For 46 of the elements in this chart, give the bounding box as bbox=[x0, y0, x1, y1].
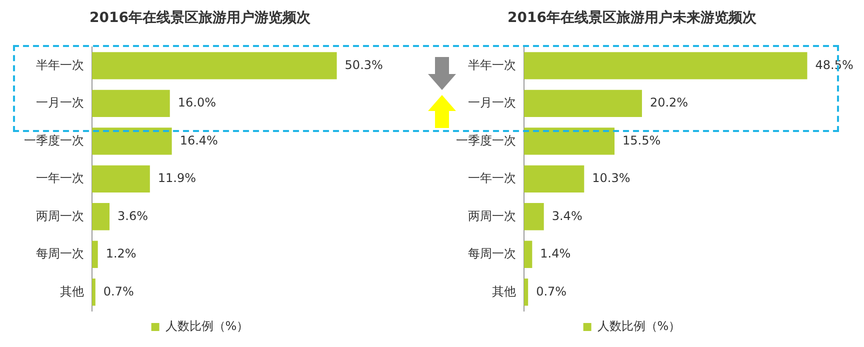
chart-title: 2016年在线景区旅游用户游览频次 bbox=[90, 9, 312, 26]
y-tick-label: 两周一次 bbox=[468, 208, 516, 223]
bar bbox=[92, 278, 96, 306]
y-tick-label: 一月一次 bbox=[36, 96, 84, 110]
bar bbox=[524, 278, 528, 306]
bar bbox=[92, 90, 170, 117]
bar bbox=[92, 203, 110, 230]
bar bbox=[524, 90, 642, 117]
data-label: 3.4% bbox=[552, 208, 582, 223]
y-tick-label: 一年一次 bbox=[36, 171, 84, 186]
y-tick-label: 半年一次 bbox=[468, 58, 516, 72]
data-label: 0.7% bbox=[103, 284, 134, 298]
data-label: 0.7% bbox=[536, 284, 567, 298]
bar bbox=[524, 203, 544, 230]
data-label: 3.6% bbox=[118, 208, 148, 223]
y-tick-label: 两周一次 bbox=[36, 208, 84, 223]
y-tick-label: 半年一次 bbox=[36, 58, 84, 72]
data-label: 15.5% bbox=[622, 133, 661, 148]
data-label: 50.3% bbox=[344, 58, 383, 72]
bar bbox=[524, 128, 615, 155]
bar bbox=[92, 240, 98, 268]
y-tick-label: 一年一次 bbox=[468, 171, 516, 186]
data-label: 11.9% bbox=[158, 171, 196, 186]
bar bbox=[92, 128, 172, 155]
y-tick-label: 一季度一次 bbox=[24, 133, 84, 148]
data-label: 48.5% bbox=[815, 58, 854, 72]
bar bbox=[92, 52, 337, 80]
data-label: 16.4% bbox=[180, 133, 218, 148]
data-label: 16.0% bbox=[178, 96, 216, 110]
y-tick-label: 每周一次 bbox=[468, 246, 516, 261]
y-tick-label: 每周一次 bbox=[36, 246, 84, 261]
bar bbox=[92, 165, 150, 192]
legend-label: 人数比例（%） bbox=[597, 319, 681, 334]
y-tick-label: 其他 bbox=[60, 284, 84, 298]
bar bbox=[524, 52, 808, 80]
legend-label: 人数比例（%） bbox=[165, 319, 249, 334]
data-label: 20.2% bbox=[650, 96, 688, 110]
data-label: 1.2% bbox=[106, 246, 136, 261]
data-label: 1.4% bbox=[540, 246, 571, 261]
bar bbox=[524, 240, 532, 268]
bar bbox=[524, 165, 584, 192]
y-tick-label: 其他 bbox=[492, 284, 516, 298]
data-label: 10.3% bbox=[592, 171, 630, 186]
chart-title: 2016年在线景区旅游用户未来游览频次 bbox=[508, 9, 758, 26]
y-tick-label: 一季度一次 bbox=[456, 133, 516, 148]
y-tick-label: 一月一次 bbox=[468, 96, 516, 110]
